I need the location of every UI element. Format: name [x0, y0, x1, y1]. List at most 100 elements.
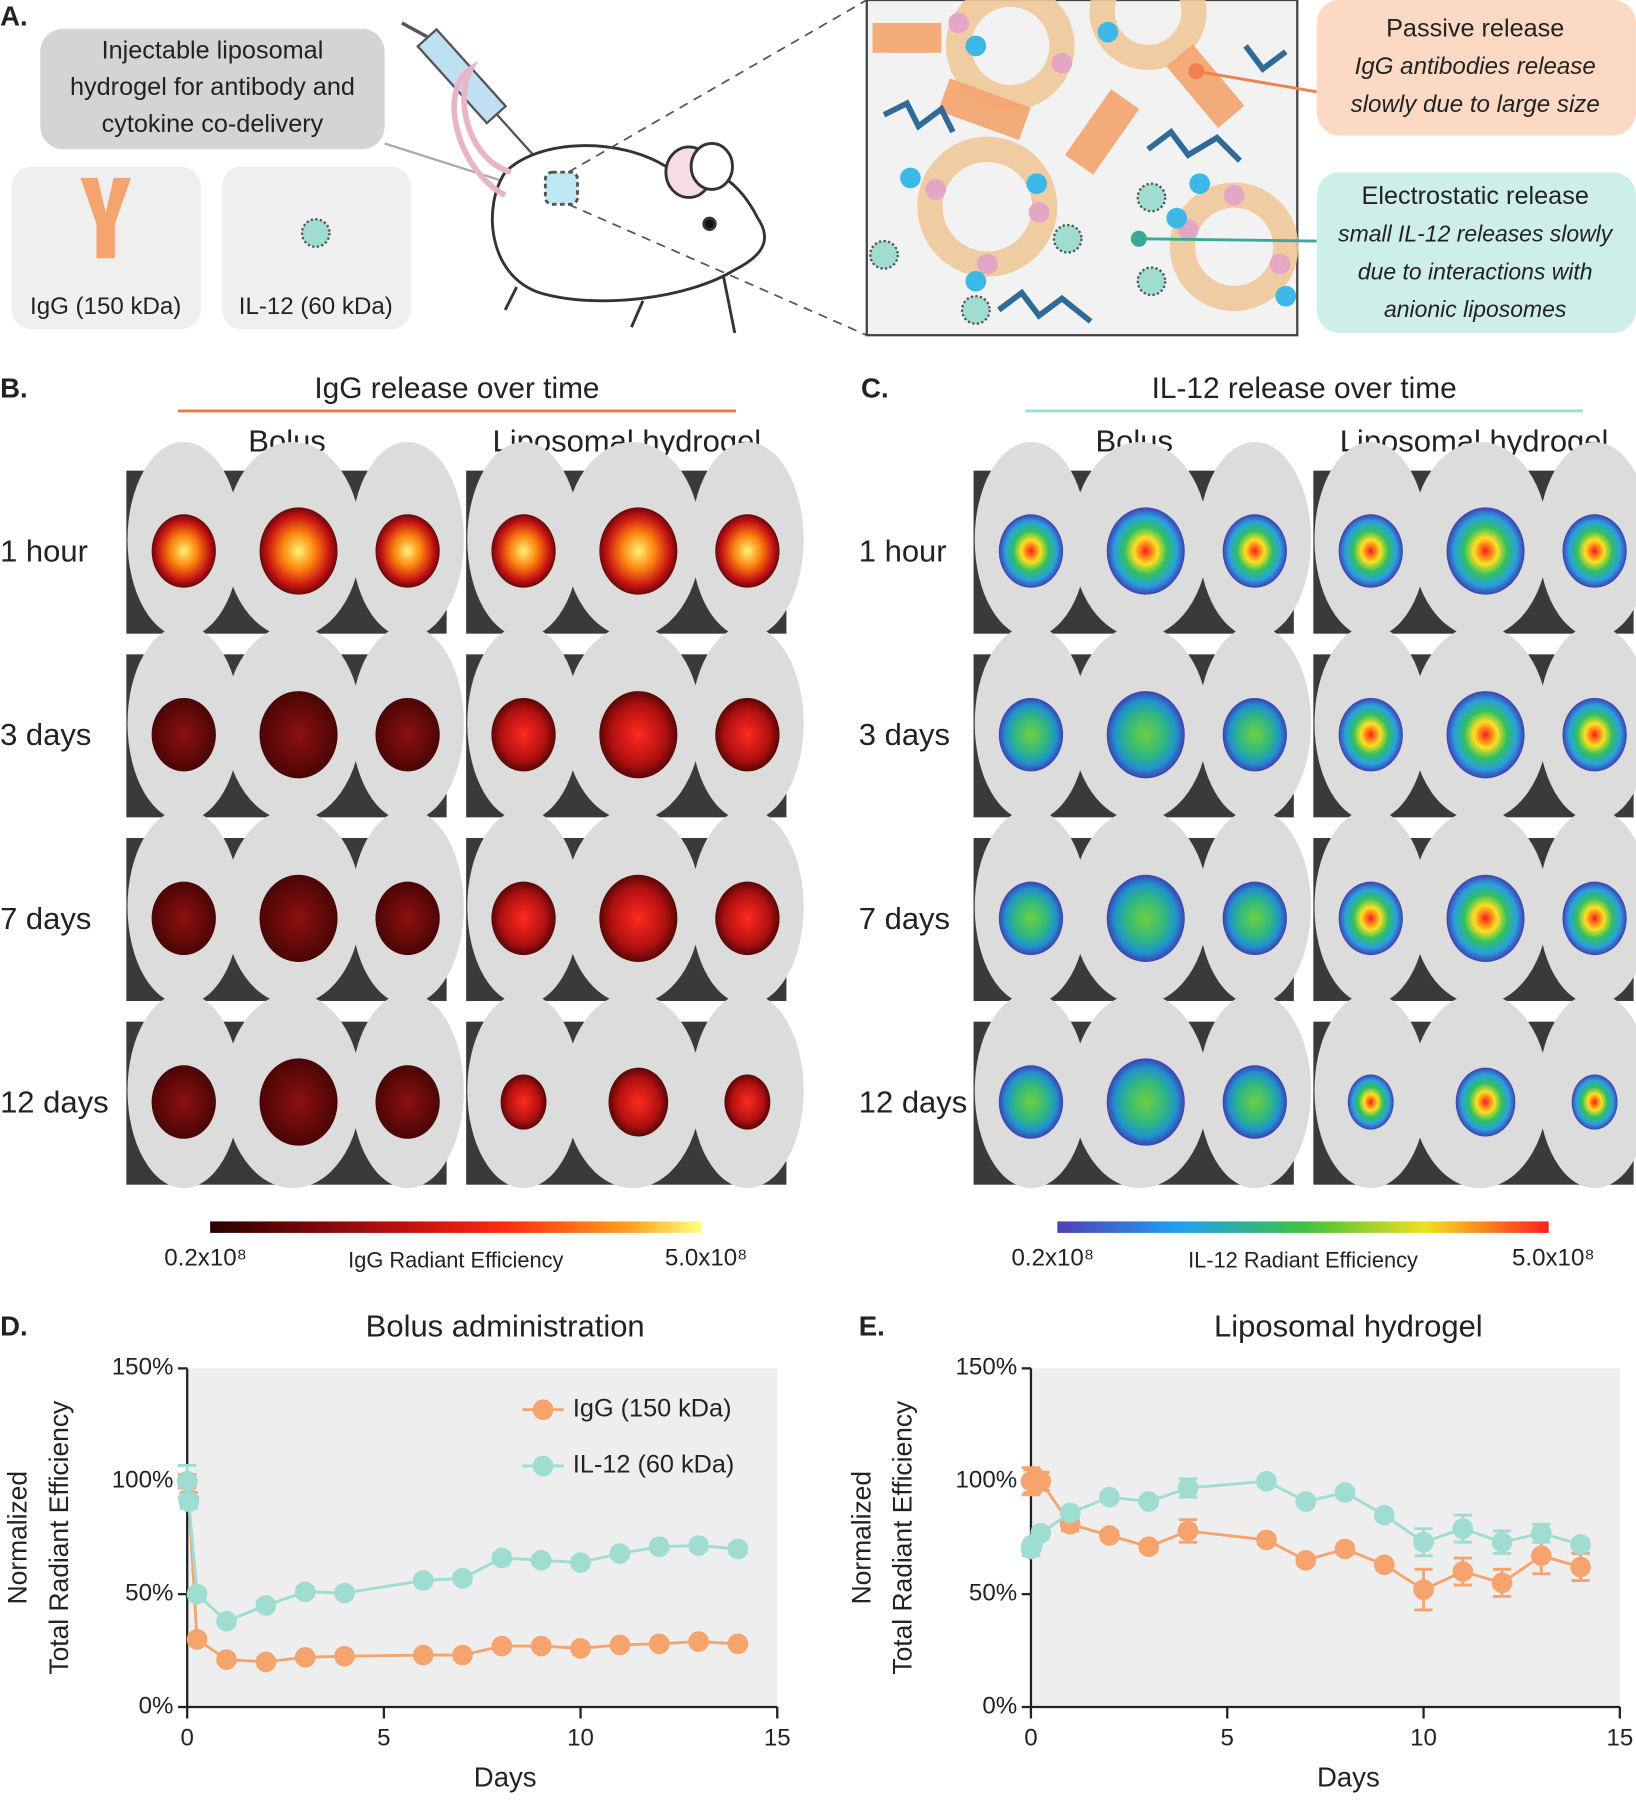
- scale-max: 5.0x10⁸: [665, 1245, 748, 1272]
- data-point: [1491, 1531, 1513, 1553]
- data-point: [178, 1491, 200, 1512]
- y-tick-label: 150%: [956, 1354, 1018, 1381]
- signal: [1571, 1074, 1618, 1130]
- panel-label: E.: [859, 1310, 885, 1341]
- mouse-image: [973, 441, 1312, 638]
- il12-box: [221, 166, 412, 330]
- series-line: [185, 1481, 739, 1623]
- signal: [1338, 881, 1403, 956]
- data-point: [1491, 1572, 1513, 1594]
- y-axis-label: Normalized: [846, 1471, 876, 1604]
- mouse-image: [973, 809, 1312, 1005]
- signal: [375, 1065, 440, 1139]
- series-line: [1030, 1479, 1581, 1592]
- legend-label: IL-12 (60 kDa): [573, 1451, 734, 1479]
- scale-max: 5.0x10⁸: [1512, 1245, 1595, 1272]
- row-label: 3 days: [859, 717, 950, 752]
- y-tick-label: 50%: [969, 1579, 1017, 1606]
- mouse-image: [1313, 809, 1636, 1005]
- legend-marker: [532, 1455, 554, 1477]
- igg-icon: [80, 177, 131, 259]
- intro-line: Injectable liposomal: [102, 36, 324, 64]
- pointer: [1196, 69, 1318, 94]
- data-point: [570, 1552, 591, 1573]
- intro-box: [40, 28, 385, 150]
- y-axis-label: Total Radiant Efficiency: [888, 1400, 918, 1675]
- signal: [151, 514, 216, 588]
- signal: [259, 874, 338, 962]
- color-scale: [210, 1221, 702, 1233]
- legend-label: IgG (150 kDa): [573, 1394, 732, 1422]
- data-point: [1530, 1522, 1552, 1544]
- chart-title: Liposomal hydrogel: [1214, 1308, 1483, 1343]
- data-point: [1099, 1525, 1120, 1546]
- data-point: [688, 1535, 709, 1556]
- mouse-image: [466, 809, 804, 1005]
- signal: [1446, 874, 1525, 962]
- y-axis-label: Normalized: [3, 1471, 33, 1604]
- mouse-image: [126, 809, 464, 1005]
- signal: [259, 507, 338, 595]
- data-point: [727, 1633, 749, 1655]
- zoom-line: [567, 203, 868, 336]
- mouse-image: [973, 992, 1312, 1189]
- signal: [1455, 1067, 1516, 1137]
- signal: [1222, 881, 1287, 956]
- signal: [259, 1058, 338, 1146]
- signal: [1347, 1074, 1394, 1130]
- syringe: [401, 21, 550, 173]
- y-tick-label: 0%: [139, 1692, 174, 1719]
- chart-title: Bolus administration: [366, 1308, 645, 1343]
- signal: [724, 1074, 771, 1130]
- signal: [599, 874, 678, 962]
- series-line: [1029, 1479, 1581, 1550]
- row-label: 7 days: [859, 901, 950, 936]
- signal: [491, 697, 556, 772]
- scale-min: 0.2x10⁸: [164, 1245, 247, 1272]
- mouse-image: [126, 441, 464, 638]
- y-tick-label: 100%: [956, 1467, 1018, 1494]
- pointer: [1138, 237, 1317, 243]
- row-label: 3 days: [0, 717, 91, 752]
- data-point: [186, 1628, 208, 1650]
- data-point: [1030, 1470, 1052, 1492]
- mouse-image: [466, 625, 804, 821]
- row-label: 1 hour: [0, 534, 88, 569]
- data-point: [1452, 1518, 1474, 1539]
- mouse-image: [1313, 625, 1636, 821]
- signal: [1562, 697, 1627, 772]
- data-point: [1295, 1549, 1317, 1571]
- data-point: [1413, 1579, 1434, 1600]
- x-tick-label: 10: [567, 1725, 594, 1752]
- signal: [998, 514, 1064, 588]
- panel-label: A.: [0, 1, 28, 32]
- data-point: [1413, 1531, 1434, 1553]
- scale-min: 0.2x10⁸: [1011, 1245, 1094, 1272]
- color-scale: [1057, 1221, 1549, 1233]
- data-point: [412, 1570, 434, 1591]
- signal: [715, 514, 780, 588]
- row-label: 12 days: [0, 1085, 109, 1120]
- panel-label: B.: [0, 373, 28, 404]
- data-point: [255, 1651, 277, 1673]
- electro-box: [1316, 172, 1636, 333]
- x-axis-label: Days: [474, 1762, 537, 1793]
- data-point: [1452, 1561, 1474, 1582]
- mouse: [451, 60, 766, 334]
- signal: [1446, 507, 1525, 595]
- data-point: [334, 1645, 355, 1667]
- signal: [375, 697, 440, 772]
- passive-title: Passive release: [1386, 15, 1564, 43]
- signal: [491, 881, 556, 956]
- intro-line: hydrogel for antibody and: [70, 73, 355, 101]
- data-point: [648, 1633, 670, 1655]
- data-point: [294, 1647, 316, 1668]
- row-label: 1 hour: [859, 534, 947, 569]
- signal: [1222, 1065, 1287, 1139]
- signal: [715, 697, 780, 772]
- mouse-image: [973, 625, 1312, 821]
- data-point: [688, 1631, 709, 1652]
- mouse-image: [126, 625, 464, 821]
- x-axis-label: Days: [1317, 1762, 1380, 1793]
- signal: [1106, 1058, 1185, 1146]
